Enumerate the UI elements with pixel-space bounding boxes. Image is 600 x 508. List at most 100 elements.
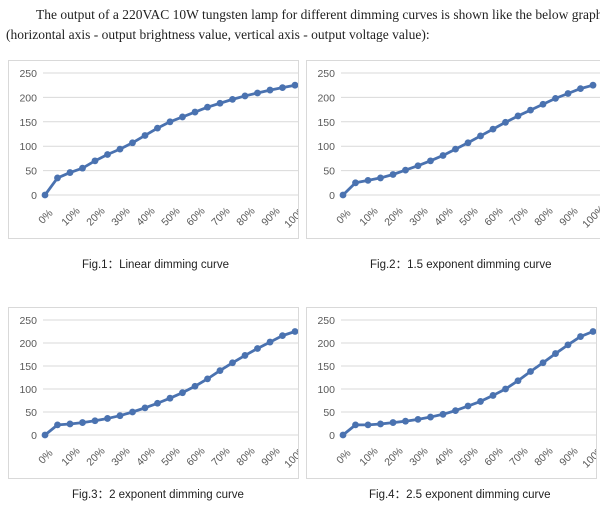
data-point (389, 419, 397, 426)
y-tick-label: 0 (31, 190, 37, 202)
data-point (514, 377, 522, 385)
y-tick-label: 50 (323, 166, 335, 178)
y-tick-label: 200 (317, 92, 335, 104)
x-tick-label: 10% (357, 205, 380, 228)
data-point (464, 139, 472, 147)
data-point (514, 112, 522, 120)
chart-svg: 0 50 100 150 200 250 0% 10% 20% 30% 40% 50% 60% 70% 80… (317, 68, 600, 231)
y-tick-label: 250 (19, 68, 37, 80)
x-tick-label: 90% (259, 445, 282, 468)
y-tick-label: 100 (19, 384, 37, 396)
data-point (254, 345, 261, 352)
x-tick-label: 60% (184, 445, 207, 468)
x-tick-label: 100% (282, 443, 298, 470)
data-point (154, 124, 161, 132)
x-tick-label: 0% (334, 447, 353, 466)
data-point (489, 125, 497, 133)
data-point (402, 417, 409, 425)
data-point (502, 385, 509, 393)
data-point (66, 420, 74, 428)
x-tick-label: 0% (36, 207, 55, 226)
data-point (439, 152, 447, 159)
x-tick-label: 20% (84, 445, 107, 468)
data-point (389, 171, 397, 178)
data-point (339, 431, 347, 439)
y-tick-label: 50 (25, 166, 37, 178)
data-point (191, 382, 199, 390)
chart-svg: 0 50 100 150 200 250 0% 10% 20% 30% 40% 50% 60% 70% 80… (317, 315, 596, 471)
data-point (427, 413, 434, 421)
caption-fig-4: Fig.4：2.5 exponent dimming curve (369, 489, 551, 501)
data-point (339, 191, 347, 199)
data-point (91, 157, 99, 165)
data-point (291, 328, 298, 335)
data-point (477, 398, 484, 405)
x-tick-label: 10% (59, 205, 82, 228)
x-tick-label: 0% (36, 447, 55, 466)
data-point (179, 113, 186, 121)
x-tick-label: 100% (580, 443, 596, 470)
data-point (477, 132, 484, 140)
y-tick-label: 100 (317, 384, 335, 396)
data-point (254, 89, 261, 97)
x-tick-label: 60% (184, 205, 207, 228)
data-point (141, 404, 149, 412)
x-tick-label: 70% (209, 205, 232, 228)
data-point (502, 118, 509, 126)
x-tick-label: 70% (507, 205, 530, 228)
x-tick-label: 50% (457, 445, 480, 468)
x-tick-label: 30% (407, 445, 430, 468)
chart-fig-2: 0 50 100 150 200 250 0% 10% 20% 30% 40% 50% 60% 70% 80… (306, 60, 600, 239)
data-point (552, 350, 559, 357)
data-point (291, 81, 298, 89)
data-point (414, 415, 422, 423)
x-tick-label: 80% (532, 205, 555, 228)
y-tick-label: 250 (317, 315, 335, 327)
y-tick-label: 0 (329, 190, 335, 202)
data-point (564, 341, 572, 349)
data-point (66, 169, 74, 176)
data-point (589, 81, 597, 89)
chart-fig-3: 0 50 100 150 200 250 0% 10% 20% 30% 40% 50% 60% 70% 80… (8, 307, 299, 479)
data-point (54, 421, 61, 429)
data-point (364, 176, 372, 184)
data-point (91, 417, 99, 425)
data-point (266, 338, 274, 346)
x-tick-label: 50% (457, 205, 480, 228)
x-tick-label: 10% (357, 445, 380, 468)
x-tick-label: 50% (159, 445, 182, 468)
series-line (43, 83, 296, 196)
data-point (116, 412, 124, 420)
data-point (129, 408, 136, 416)
intro-line-2: (horizontal axis - output brightness val… (6, 27, 430, 42)
x-tick-label: 30% (109, 445, 132, 468)
x-tick-label: 80% (234, 445, 257, 468)
x-tick-label: 80% (234, 205, 257, 228)
data-point (79, 419, 86, 426)
data-point (279, 332, 286, 340)
data-point (216, 99, 224, 107)
data-point (116, 145, 124, 153)
data-point (229, 359, 236, 367)
y-tick-label: 50 (323, 407, 335, 419)
data-point (577, 85, 584, 93)
x-tick-label: 50% (159, 205, 182, 228)
y-tick-label: 200 (19, 92, 37, 104)
y-tick-label: 250 (317, 68, 335, 80)
data-point (402, 166, 409, 174)
x-tick-label: 80% (532, 445, 555, 468)
x-tick-label: 40% (134, 205, 157, 228)
x-tick-label: 70% (209, 445, 232, 468)
data-point (489, 392, 497, 399)
data-point (204, 375, 211, 383)
x-tick-label: 90% (557, 445, 580, 468)
data-point (427, 157, 434, 165)
x-tick-label: 30% (109, 205, 132, 228)
data-point (204, 103, 211, 111)
y-tick-label: 50 (25, 407, 37, 419)
data-point (154, 399, 161, 407)
data-point (54, 174, 61, 182)
data-point (539, 359, 547, 367)
x-tick-label: 40% (432, 205, 455, 228)
caption-fig-2: Fig.2：1.5 exponent dimming curve (370, 259, 552, 271)
